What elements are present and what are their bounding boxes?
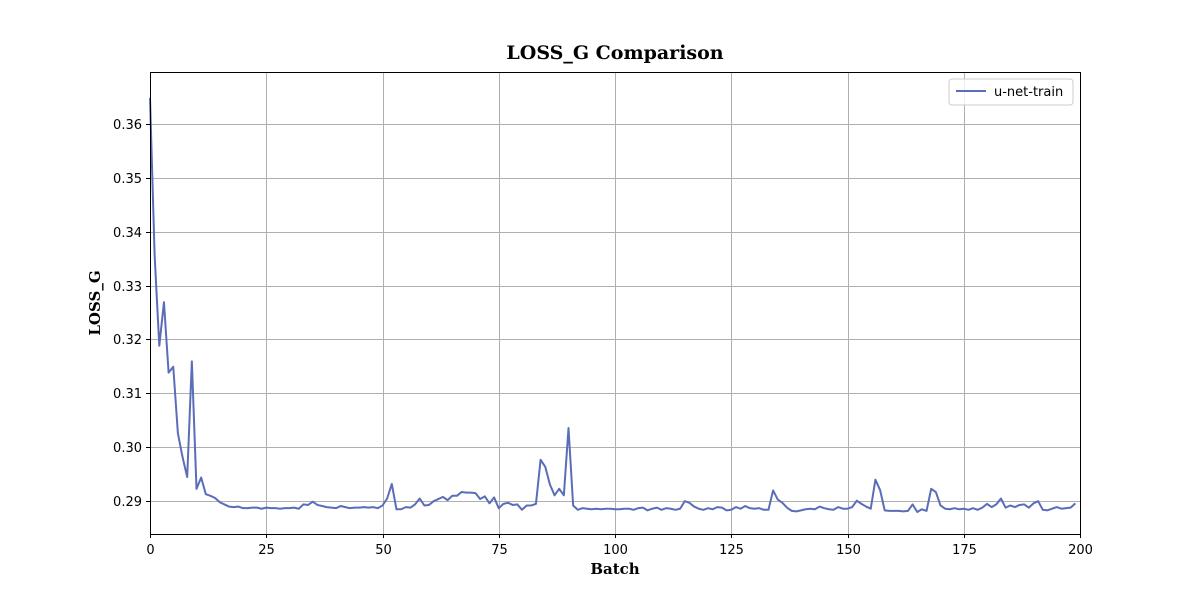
legend-entry-label: u-net-train xyxy=(994,85,1063,100)
x-tick-label: 125 xyxy=(719,543,744,558)
x-tick-label: 175 xyxy=(952,543,977,558)
x-tick-label: 150 xyxy=(836,543,861,558)
y-tick-label: 0.35 xyxy=(113,172,142,187)
y-axis: 0.29 0.30 0.31 0.32 0.33 0.34 0.35 0.36 xyxy=(113,118,150,510)
legend: u-net-train xyxy=(948,78,1074,106)
x-tick-label: 25 xyxy=(258,543,275,558)
series-layer xyxy=(149,97,1077,513)
legend-box xyxy=(948,78,1074,106)
x-tick-label: 200 xyxy=(1068,543,1093,558)
y-tick-label: 0.33 xyxy=(113,280,142,295)
y-tick-label: 0.32 xyxy=(113,333,142,348)
series-line-u-net-train xyxy=(149,97,1077,513)
x-tick-label: 50 xyxy=(375,543,392,558)
y-tick-label: 0.31 xyxy=(113,387,142,402)
y-tick-label: 0.29 xyxy=(113,495,142,510)
x-tick-label: 75 xyxy=(491,543,508,558)
y-tick-label: 0.36 xyxy=(113,118,142,133)
chart-title: LOSS_G Comparison xyxy=(506,42,723,64)
x-tick-label: 100 xyxy=(603,543,628,558)
grid-lines xyxy=(150,72,1081,534)
y-axis-label: LOSS_G xyxy=(86,270,104,335)
x-axis-label: Batch xyxy=(590,560,639,578)
y-tick-label: 0.30 xyxy=(113,441,142,456)
x-tick-label: 0 xyxy=(146,543,154,558)
y-tick-label: 0.34 xyxy=(113,226,142,241)
x-axis: 0 25 50 75 100 125 150 175 200 xyxy=(146,534,1093,558)
